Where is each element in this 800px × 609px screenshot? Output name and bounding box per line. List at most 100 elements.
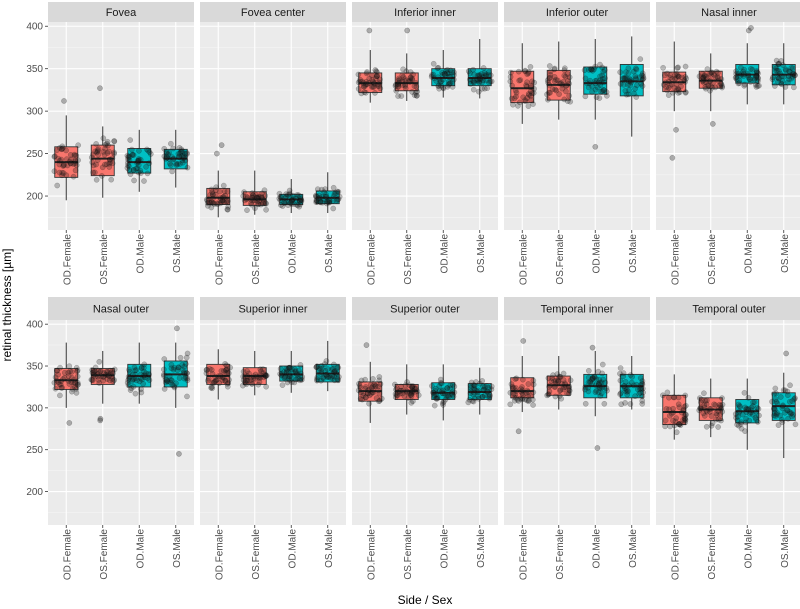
data-point [263,206,269,213]
data-point [217,197,224,204]
data-point [436,85,442,92]
data-point [299,376,305,383]
data-point [483,77,490,84]
data-point [296,198,303,204]
data-point [670,394,677,401]
box-iqr [90,144,115,177]
data-point [248,377,254,383]
data-point [544,77,551,84]
data-point [399,72,406,79]
data-point [240,368,247,375]
data-point [627,372,634,378]
data-point [255,194,262,201]
data-point [276,195,283,202]
data-point [700,74,707,81]
data-point [170,145,176,152]
data-point [254,198,261,204]
data-point [241,189,247,195]
data-point [111,138,117,144]
data-point [127,137,134,143]
data-point [59,169,65,176]
data-point [682,74,689,80]
data-point [318,363,325,369]
data-point [471,395,478,402]
data-point [439,400,446,406]
data-point [529,90,535,97]
data-point [360,390,367,397]
data-point [101,151,108,158]
data-point [682,89,689,96]
data-point [111,150,117,157]
data-point [409,76,416,83]
data-point [740,73,747,79]
data-point [666,85,672,91]
data-point [525,91,532,97]
data-point [622,75,629,81]
data-point [364,81,371,87]
data-point [683,402,689,409]
data-point [407,392,414,398]
data-point [321,189,328,196]
data-point [433,391,439,398]
x-tick-label: OD.Male [591,529,602,569]
data-point [435,82,442,89]
data-point [558,395,565,402]
data-point [175,151,182,157]
data-point [395,81,401,88]
data-point [561,67,568,73]
data-point [445,79,452,85]
data-point [547,74,553,81]
data-point [327,375,334,381]
data-point [683,75,690,82]
facet-strip [48,297,194,320]
data-point [780,402,786,409]
data-point [486,393,493,400]
jitter-points [203,361,234,392]
data-point [173,162,180,168]
data-point [283,193,289,200]
data-point [633,94,640,100]
data-point [126,167,133,173]
data-point [732,74,739,81]
data-point [364,390,371,397]
data-point [547,382,553,389]
data-point [74,382,81,388]
data-point [771,410,778,416]
data-point [249,380,256,387]
outlier-point [589,344,596,351]
data-point [551,384,558,390]
data-point [138,365,145,371]
data-point [212,374,218,380]
x-tick-label: OS.Female [707,529,718,580]
data-point [622,379,629,385]
data-point [167,160,173,167]
data-point [319,374,326,381]
data-point [718,76,725,82]
data-point [508,95,515,102]
data-point [754,405,761,411]
data-point [254,195,261,201]
data-point [281,199,287,206]
data-point [546,63,553,69]
outlier-point [97,415,104,422]
data-point [262,372,269,378]
data-point [557,387,564,393]
box-OD.Male [276,179,305,214]
data-point [409,388,416,395]
data-point [181,363,188,370]
jitter-points [769,350,799,428]
data-point [598,390,605,397]
data-point [552,384,559,390]
jitter-points [392,27,421,99]
data-point [735,422,742,429]
data-point [314,377,320,384]
data-point [507,78,514,85]
plot-panel-background [504,320,650,525]
data-point [65,369,71,376]
data-point [184,151,190,157]
data-point [376,377,383,384]
data-point [402,81,408,88]
data-point [546,75,553,82]
data-point [599,370,605,377]
data-point [483,382,490,389]
